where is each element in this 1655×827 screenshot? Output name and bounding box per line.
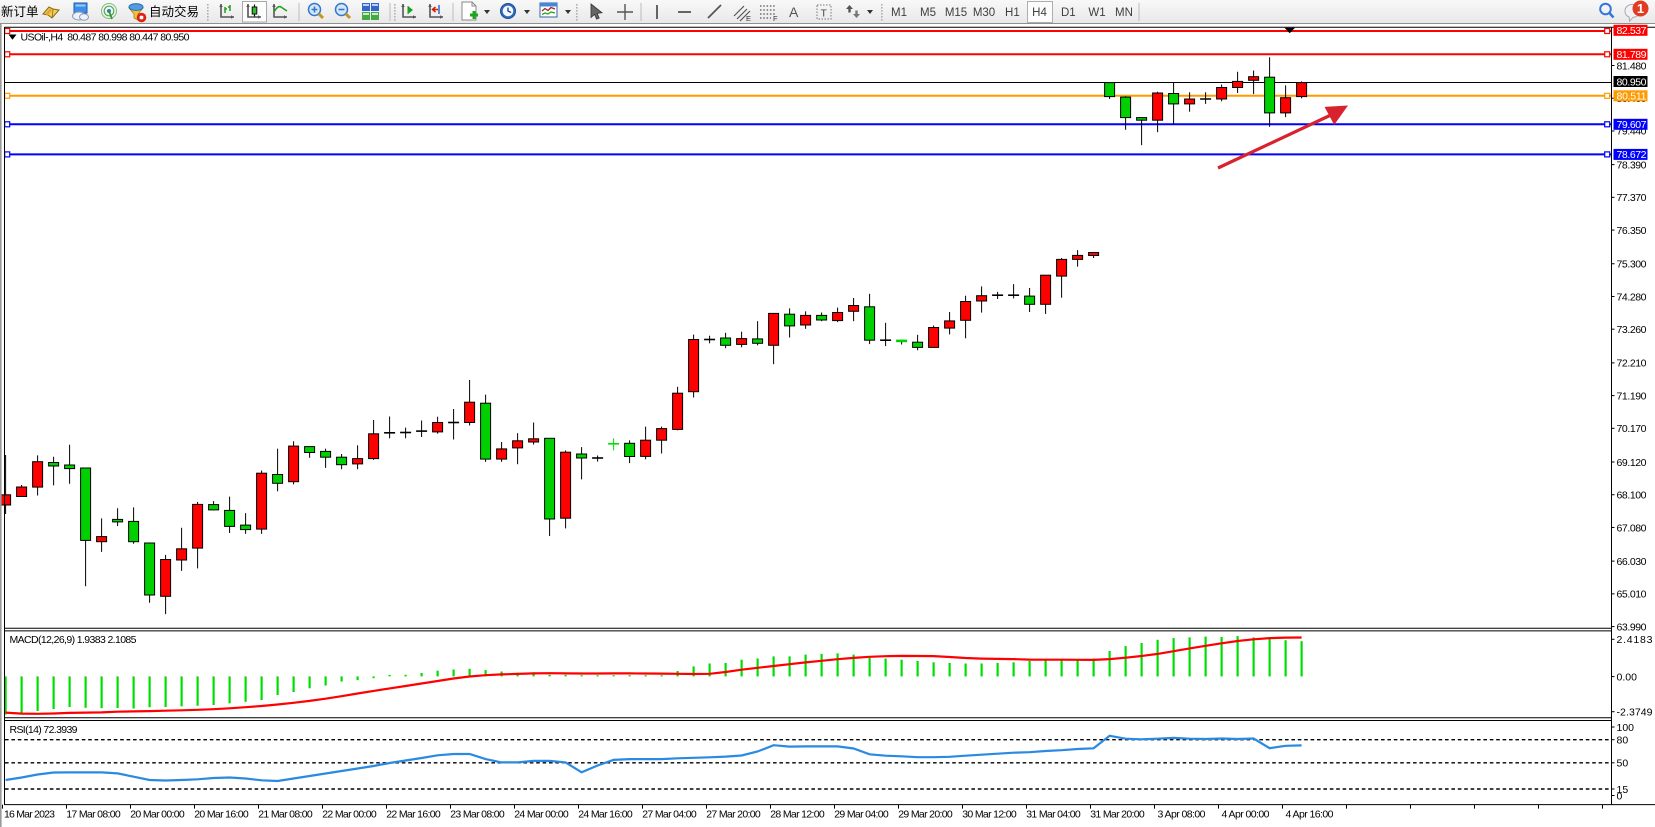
svg-text:22 Mar 16:00: 22 Mar 16:00	[386, 809, 441, 821]
svg-text:4 Apr 16:00: 4 Apr 16:00	[1286, 809, 1334, 821]
svg-text:72.210: 72.210	[1617, 358, 1647, 370]
svg-text:M1: M1	[891, 7, 907, 19]
svg-text:4 Apr 00:00: 4 Apr 00:00	[1222, 809, 1270, 821]
svg-text:0.00: 0.00	[1617, 671, 1638, 683]
svg-text:27 Mar 20:00: 27 Mar 20:00	[706, 809, 761, 821]
svg-text:66.030: 66.030	[1617, 556, 1647, 568]
svg-text:73.260: 73.260	[1617, 324, 1647, 336]
svg-text:USOil-,H4 80.487 80.998 80.44: USOil-,H4 80.487 80.998 80.447 80.950	[21, 32, 190, 44]
svg-text:3 Apr 08:00: 3 Apr 08:00	[1158, 809, 1206, 821]
svg-text:80.511: 80.511	[1617, 91, 1647, 103]
svg-text:28 Mar 12:00: 28 Mar 12:00	[770, 809, 825, 821]
svg-text:M5: M5	[920, 7, 936, 19]
svg-text:77.370: 77.370	[1617, 192, 1647, 204]
svg-text:69.120: 69.120	[1617, 457, 1647, 469]
svg-text:H1: H1	[1005, 7, 1020, 19]
svg-text:31 Mar 04:00: 31 Mar 04:00	[1026, 809, 1081, 821]
svg-text:74.280: 74.280	[1617, 291, 1647, 303]
svg-text:68.100: 68.100	[1617, 490, 1647, 502]
svg-text:D1: D1	[1061, 7, 1076, 19]
svg-text:63.990: 63.990	[1617, 621, 1647, 633]
svg-text:新订单: 新订单	[1, 4, 39, 19]
svg-text:MACD(12,26,9) 1.9383 2.1085: MACD(12,26,9) 1.9383 2.1085	[10, 634, 137, 646]
svg-text:50: 50	[1617, 758, 1629, 770]
svg-text:H4: H4	[1032, 7, 1047, 19]
svg-text:E: E	[746, 14, 751, 23]
svg-text:23 Mar 08:00: 23 Mar 08:00	[450, 809, 505, 821]
svg-text:82.537: 82.537	[1617, 25, 1647, 37]
svg-text:20 Mar 00:00: 20 Mar 00:00	[130, 809, 185, 821]
svg-text:31 Mar 20:00: 31 Mar 20:00	[1090, 809, 1145, 821]
svg-text:78.390: 78.390	[1617, 159, 1647, 171]
svg-text:76.350: 76.350	[1617, 225, 1647, 237]
svg-text:2.4183: 2.4183	[1617, 634, 1653, 646]
svg-text:81.789: 81.789	[1617, 49, 1647, 61]
svg-text:RSI(14) 72.3939: RSI(14) 72.3939	[10, 724, 78, 736]
svg-text:A: A	[789, 4, 799, 20]
svg-text:17 Mar 08:00: 17 Mar 08:00	[66, 809, 121, 821]
svg-text:80.950: 80.950	[1617, 76, 1647, 88]
svg-text:78.672: 78.672	[1617, 149, 1647, 161]
svg-text:-2.3749: -2.3749	[1617, 707, 1653, 719]
svg-text:22 Mar 00:00: 22 Mar 00:00	[322, 809, 377, 821]
svg-text:27 Mar 04:00: 27 Mar 04:00	[642, 809, 697, 821]
svg-text:75.300: 75.300	[1617, 259, 1647, 271]
svg-text:29 Mar 20:00: 29 Mar 20:00	[898, 809, 953, 821]
svg-text:M30: M30	[973, 7, 995, 19]
svg-text:0: 0	[1617, 790, 1623, 802]
svg-text:80: 80	[1617, 735, 1629, 747]
svg-text:29 Mar 04:00: 29 Mar 04:00	[834, 809, 889, 821]
svg-text:自动交易: 自动交易	[149, 4, 199, 19]
svg-text:15: 15	[1617, 784, 1629, 796]
svg-text:21 Mar 08:00: 21 Mar 08:00	[258, 809, 313, 821]
svg-text:65.010: 65.010	[1617, 589, 1647, 601]
svg-text:81.480: 81.480	[1617, 60, 1647, 72]
svg-text:16 Mar 2023: 16 Mar 2023	[4, 809, 55, 821]
svg-text:67.080: 67.080	[1617, 522, 1647, 534]
svg-text:79.607: 79.607	[1617, 119, 1647, 131]
svg-text:30 Mar 12:00: 30 Mar 12:00	[962, 809, 1017, 821]
svg-text:100: 100	[1617, 722, 1635, 734]
svg-text:M15: M15	[945, 7, 967, 19]
svg-text:70.170: 70.170	[1617, 423, 1647, 435]
svg-text:20 Mar 16:00: 20 Mar 16:00	[194, 809, 249, 821]
svg-text:MN: MN	[1115, 7, 1133, 19]
svg-text:24 Mar 00:00: 24 Mar 00:00	[514, 809, 569, 821]
svg-text:W1: W1	[1088, 7, 1105, 19]
svg-text:F: F	[773, 14, 778, 23]
svg-text:T: T	[821, 8, 828, 20]
svg-text:71.190: 71.190	[1617, 390, 1647, 402]
svg-text:1: 1	[1637, 1, 1644, 16]
svg-text:24 Mar 16:00: 24 Mar 16:00	[578, 809, 633, 821]
